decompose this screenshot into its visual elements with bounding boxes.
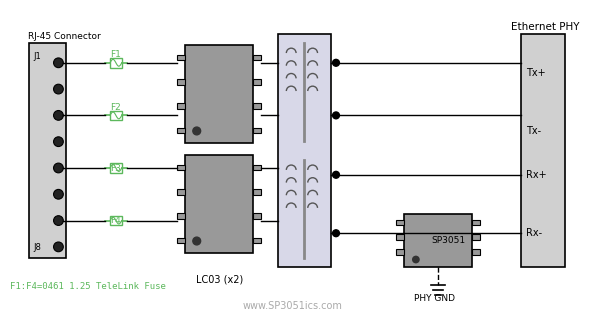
Text: Rx-: Rx- (526, 228, 542, 238)
Bar (177, 237, 185, 243)
Bar (110, 163, 122, 173)
Bar (472, 219, 480, 225)
Bar (472, 234, 480, 240)
Circle shape (333, 59, 339, 66)
Circle shape (193, 127, 201, 135)
Bar (472, 249, 480, 255)
Bar (253, 54, 261, 60)
Bar (177, 165, 185, 170)
Bar (253, 213, 261, 219)
Bar (521, 34, 565, 267)
Text: PHY GND: PHY GND (414, 294, 455, 303)
Circle shape (53, 163, 63, 173)
Text: F1: F1 (111, 50, 121, 59)
Bar (185, 45, 253, 143)
Bar (177, 54, 185, 60)
Circle shape (193, 237, 201, 245)
Text: Tx+: Tx+ (526, 67, 546, 77)
Text: J1: J1 (33, 52, 41, 61)
Circle shape (333, 171, 339, 178)
Bar (110, 111, 122, 120)
Text: Tx-: Tx- (526, 126, 541, 136)
Text: Ethernet PHY: Ethernet PHY (511, 22, 580, 32)
Text: Rx+: Rx+ (526, 170, 546, 180)
Bar (253, 103, 261, 109)
Text: RJ-45 Connector: RJ-45 Connector (28, 32, 101, 41)
Bar (397, 219, 404, 225)
Bar (253, 165, 261, 170)
Text: F2: F2 (111, 103, 121, 112)
Circle shape (53, 189, 63, 199)
Bar (177, 103, 185, 109)
Circle shape (53, 137, 63, 147)
Bar (110, 216, 122, 225)
Text: www.SP3051ics.com: www.SP3051ics.com (242, 301, 342, 311)
Circle shape (53, 242, 63, 252)
Text: F4: F4 (111, 216, 121, 225)
Bar (29, 43, 66, 258)
Circle shape (53, 216, 63, 225)
Circle shape (412, 256, 420, 264)
Circle shape (333, 230, 339, 236)
Bar (253, 189, 261, 195)
Bar (397, 234, 404, 240)
Bar (253, 237, 261, 243)
Bar (185, 155, 253, 253)
Bar (177, 189, 185, 195)
Bar (177, 128, 185, 133)
Text: SP3051: SP3051 (431, 235, 465, 244)
Text: J8: J8 (33, 243, 41, 252)
Bar (177, 213, 185, 219)
Bar (253, 128, 261, 133)
Circle shape (53, 58, 63, 68)
Circle shape (53, 111, 63, 120)
Bar (110, 58, 122, 68)
Circle shape (53, 84, 63, 94)
Text: LC03 (x2): LC03 (x2) (195, 274, 243, 284)
Bar (253, 79, 261, 85)
Bar (404, 214, 472, 267)
Circle shape (333, 112, 339, 119)
Bar (177, 79, 185, 85)
Text: F3: F3 (111, 164, 121, 173)
Text: F1:F4=0461 1.25 TeleLink Fuse: F1:F4=0461 1.25 TeleLink Fuse (9, 282, 166, 291)
Bar (278, 34, 331, 267)
Bar (397, 249, 404, 255)
